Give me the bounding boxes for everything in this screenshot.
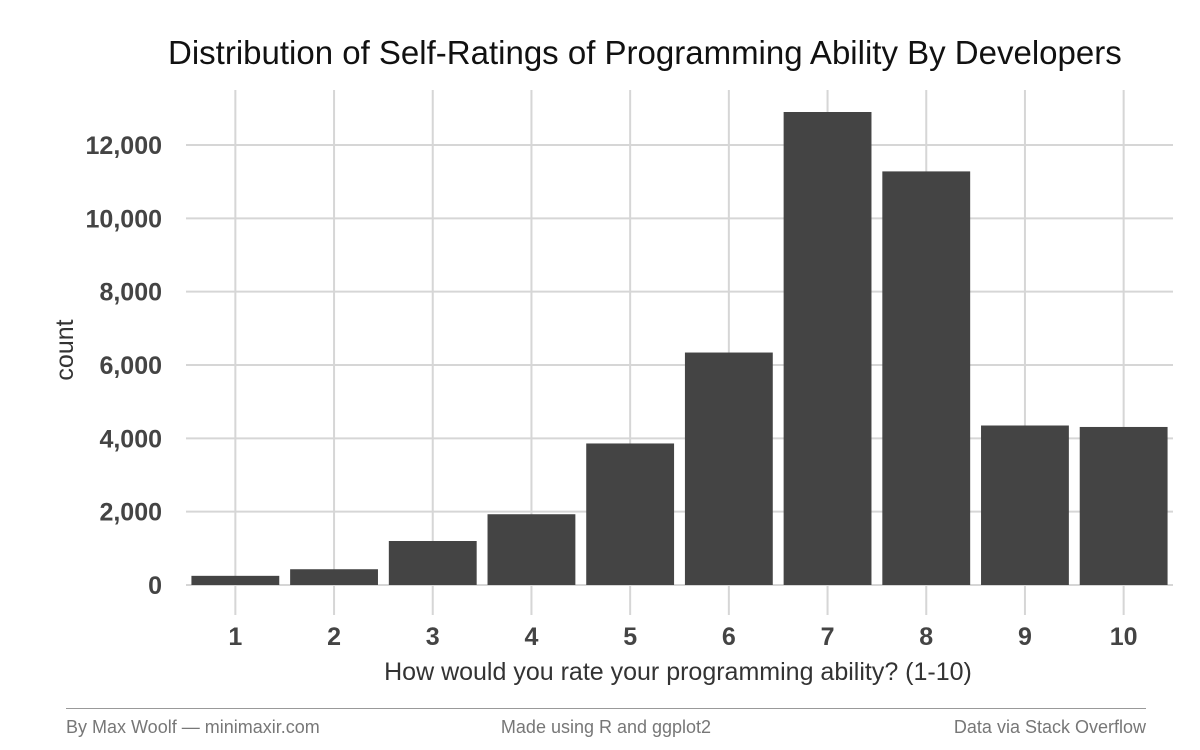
x-tick-label: 2 <box>327 623 341 651</box>
y-axis-ticks: 0 2,000 4,000 6,000 8,000 10,000 12,000 <box>86 132 162 600</box>
y-axis-label: count <box>51 319 79 380</box>
y-tick-label: 10,000 <box>86 205 162 233</box>
bar-3 <box>388 541 477 585</box>
chart-title: Distribution of Self-Ratings of Programm… <box>168 34 1122 71</box>
bar-10 <box>1079 426 1168 585</box>
x-tick-label: 7 <box>821 623 835 651</box>
bars-layer <box>191 112 1168 585</box>
bar-7 <box>783 112 872 585</box>
bar-6 <box>684 352 773 585</box>
x-tick-label: 5 <box>623 623 637 651</box>
y-tick-label: 2,000 <box>99 499 162 527</box>
y-tick-label: 12,000 <box>86 132 162 160</box>
y-tick-label: 0 <box>148 572 162 600</box>
x-tick-label: 9 <box>1018 623 1032 651</box>
bar-1 <box>191 575 280 585</box>
footer-author: By Max Woolf — minimaxir.com <box>66 717 320 737</box>
bar-4 <box>487 514 576 585</box>
bar-chart: Distribution of Self-Ratings of Programm… <box>51 34 1173 686</box>
bar-2 <box>290 569 378 585</box>
y-tick-label: 8,000 <box>99 279 162 307</box>
footer: By Max Woolf — minimaxir.com Made using … <box>66 708 1146 749</box>
x-tick-label: 8 <box>919 623 933 651</box>
y-tick-label: 4,000 <box>99 425 162 453</box>
footer-source: Data via Stack Overflow <box>953 717 1146 737</box>
y-tick-label: 6,000 <box>99 352 162 380</box>
x-axis-label: How would you rate your programming abil… <box>384 658 972 686</box>
footer-tools: Made using R and ggplot2 <box>500 717 712 737</box>
x-tick-label: 1 <box>228 623 242 651</box>
bar-9 <box>981 425 1069 585</box>
x-tick-label: 4 <box>524 623 538 651</box>
x-tick-label: 3 <box>426 623 440 651</box>
x-axis-ticks: 1 2 3 4 5 6 7 8 9 10 <box>228 623 1137 651</box>
x-tick-label: 10 <box>1110 623 1138 651</box>
bar-8 <box>882 171 971 585</box>
x-tick-label: 6 <box>722 623 736 651</box>
bar-5 <box>586 443 675 585</box>
